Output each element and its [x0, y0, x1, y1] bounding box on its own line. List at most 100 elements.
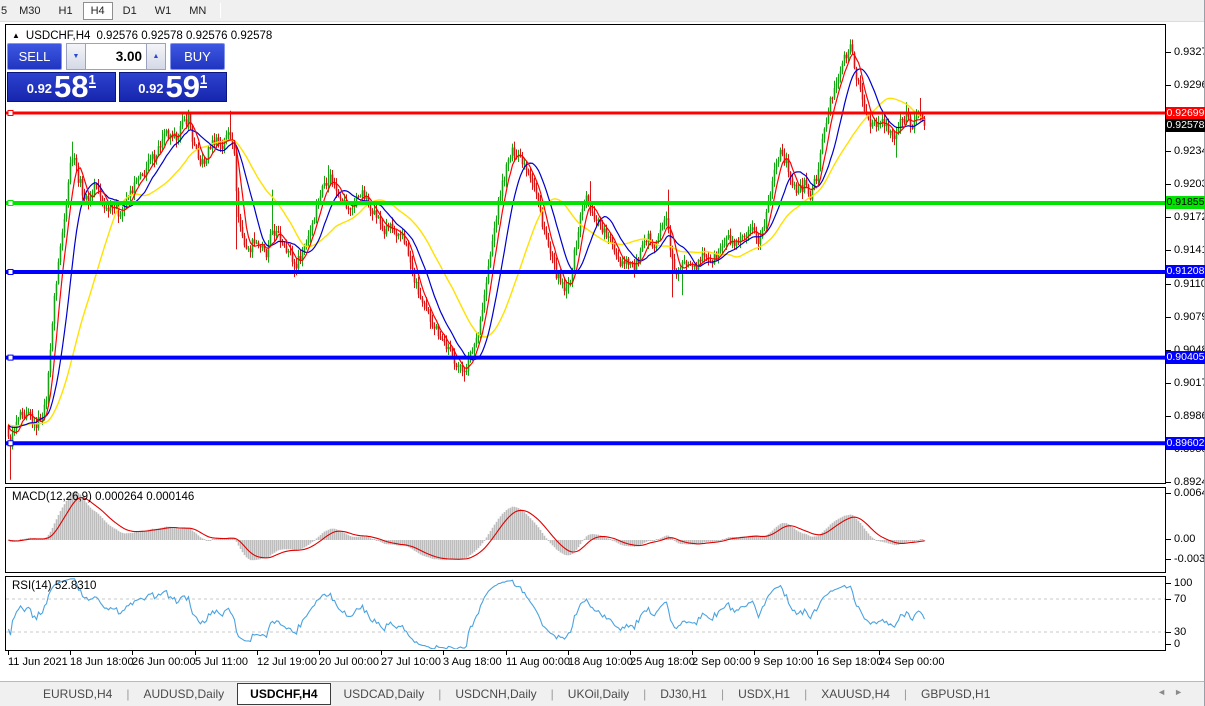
price-axis-tick-label: 0.91720	[1174, 211, 1205, 223]
price-axis-tick-label: 0.90170	[1174, 377, 1205, 389]
line-anchor-marker[interactable]	[7, 268, 14, 275]
price-axis-tick	[1165, 184, 1171, 185]
buy-button[interactable]: BUY	[170, 43, 225, 70]
symbol-title: ▲ USDCHF,H4 0.92576 0.92578 0.92576 0.92…	[12, 30, 272, 42]
price-badge-0.90405: 0.90405	[1166, 351, 1205, 364]
tab-separator: |	[126, 687, 130, 701]
date-axis-tick	[443, 650, 444, 655]
price-axis-tick	[1165, 317, 1171, 318]
date-axis-label: 12 Jul 19:00	[257, 656, 317, 668]
price-axis-tick	[1165, 250, 1171, 251]
date-axis-tick	[630, 650, 631, 655]
price-axis-tick	[1165, 482, 1171, 483]
tab-scroll-arrows: ◄►	[1157, 687, 1191, 697]
candlestick-chart[interactable]	[6, 25, 1165, 483]
date-axis-label: 2 Sep 00:00	[692, 656, 752, 668]
rsi-axis-label: 100	[1174, 577, 1193, 589]
buy-quote-prefix: 0.92	[138, 81, 164, 96]
date-axis-label: 18 Aug 10:00	[568, 656, 633, 668]
volume-increase-button[interactable]: ▲	[146, 43, 166, 70]
symbol-name: USDCHF,H4	[25, 30, 91, 42]
date-axis-label: 11 Aug 00:00	[506, 656, 571, 668]
date-axis-tick	[879, 650, 880, 655]
macd-axis-label: 0.006451	[1174, 487, 1205, 499]
date-axis-label: 26 Jun 00:00	[132, 656, 196, 668]
chart-tab-xauusd[interactable]: XAUUSD,H4	[821, 687, 890, 701]
price-chart-pane[interactable]: ▲ USDCHF,H4 0.92576 0.92578 0.92576 0.92…	[5, 24, 1166, 484]
chart-tab-audusd[interactable]: AUDUSD,Daily	[143, 687, 225, 701]
date-axis-label: 5 Jul 11:00	[195, 656, 249, 668]
price-axis-tick	[1165, 217, 1171, 218]
date-axis-label: 24 Sep 00:00	[879, 656, 945, 668]
date-axis-label: 25 Aug 18:00	[630, 656, 695, 668]
line-anchor-marker[interactable]	[7, 354, 14, 361]
tab-separator: |	[804, 687, 808, 701]
rsi-indicator-pane[interactable]: RSI(14) 52.8310	[5, 576, 1166, 651]
rsi-axis-tick	[1165, 644, 1171, 645]
date-axis-label: 20 Jul 00:00	[319, 656, 379, 668]
line-anchor-marker[interactable]	[7, 440, 14, 447]
price-badge-0.91855: 0.91855	[1166, 196, 1205, 209]
price-axis-tick-label: 0.89860	[1174, 410, 1205, 422]
line-anchor-marker[interactable]	[7, 110, 14, 116]
sell-quote-pipette: 1	[88, 72, 96, 88]
chart-tab-usdcad[interactable]: USDCAD,Daily	[343, 687, 425, 701]
line-anchor-marker[interactable]	[7, 199, 14, 206]
chart-tab-usdcnh[interactable]: USDCNH,Daily	[455, 687, 537, 701]
timeframe-button-d1[interactable]: D1	[122, 4, 137, 17]
macd-signal-line	[8, 497, 925, 560]
date-axis-tick	[692, 650, 693, 655]
price-badge-0.92578: 0.92578	[1166, 119, 1205, 132]
buy-quote[interactable]: 0.92 59 1	[118, 69, 227, 104]
price-axis-tick	[1165, 52, 1171, 53]
price-badge-0.89602: 0.89602	[1166, 437, 1205, 450]
macd-indicator-pane[interactable]: MACD(12,26,9) 0.000264 0.000146	[5, 487, 1166, 573]
timeframe-button-h4[interactable]: H4	[82, 1, 113, 20]
date-axis-tick	[8, 650, 9, 655]
rsi-label: RSI(14) 52.8310	[12, 580, 97, 592]
date-axis-tick	[257, 650, 258, 655]
buy-quote-big-digits: 59	[165, 69, 201, 104]
volume-input[interactable]	[86, 43, 146, 70]
sell-quote[interactable]: 0.92 58 1	[7, 71, 116, 102]
volume-decrease-button[interactable]: ▼	[66, 43, 86, 70]
date-axis-label: 27 Jul 10:00	[381, 656, 441, 668]
date-axis-label: 16 Sep 18:00	[817, 656, 883, 668]
tab-scroll-left-icon[interactable]: ◄	[1157, 687, 1175, 697]
date-axis-label: 18 Jun 18:00	[70, 656, 134, 668]
price-badge-0.92699: 0.92699	[1166, 107, 1205, 120]
chart-tab-eurusd[interactable]: EURUSD,H4	[43, 687, 113, 701]
tab-scroll-right-icon[interactable]: ►	[1174, 687, 1191, 697]
one-click-trading-panel: SELL ▼ ▲ BUY 0.92 58 1 0.92 59 1	[7, 43, 227, 102]
chart-tab-dj30[interactable]: DJ30,H1	[660, 687, 707, 701]
chart-tab-usdx[interactable]: USDX,H1	[738, 687, 791, 701]
chart-tab-gbpusd[interactable]: GBPUSD,H1	[921, 687, 991, 701]
chart-tab-usdchf[interactable]: USDCHF,H4	[237, 683, 331, 705]
buy-quote-pipette: 1	[200, 72, 208, 88]
timeframe-m5-partial-button[interactable]: 5	[1, 4, 8, 17]
macd-axis-tick	[1165, 539, 1171, 540]
macd-label: MACD(12,26,9) 0.000264 0.000146	[12, 491, 195, 503]
timeframe-button-h1[interactable]: H1	[58, 4, 73, 17]
tab-separator: |	[903, 687, 908, 701]
price-axis-tick	[1165, 383, 1171, 384]
timeframe-button-m30[interactable]: M30	[19, 4, 41, 17]
chart-tab-ukoil[interactable]: UKOil,Daily	[567, 687, 630, 701]
sell-button[interactable]: SELL	[7, 43, 62, 70]
date-axis-tick	[754, 650, 755, 655]
date-axis-label: 3 Aug 18:00	[443, 656, 502, 668]
macd-histogram	[7, 491, 926, 561]
rsi-axis-tick	[1165, 599, 1171, 600]
collapse-triangle-icon[interactable]: ▲	[12, 31, 20, 40]
chart-tab-bar: EURUSD,H4 | AUDUSD,Daily USDCHF,H4 USDCAD,Da…	[0, 681, 1205, 706]
price-axis-tick	[1165, 416, 1171, 417]
timeframe-toolbar: 5 M30 H1 H4 D1 W1 MN	[0, 0, 1205, 22]
macd-axis-tick	[1165, 493, 1171, 494]
price-axis-tick-label: 0.93270	[1174, 46, 1205, 58]
timeframe-button-w1[interactable]: W1	[154, 4, 172, 17]
rsi-axis-label: 0	[1174, 638, 1181, 650]
timeframe-button-mn[interactable]: MN	[189, 4, 207, 17]
date-axis-tick	[195, 650, 196, 655]
date-axis-tick	[132, 650, 133, 655]
